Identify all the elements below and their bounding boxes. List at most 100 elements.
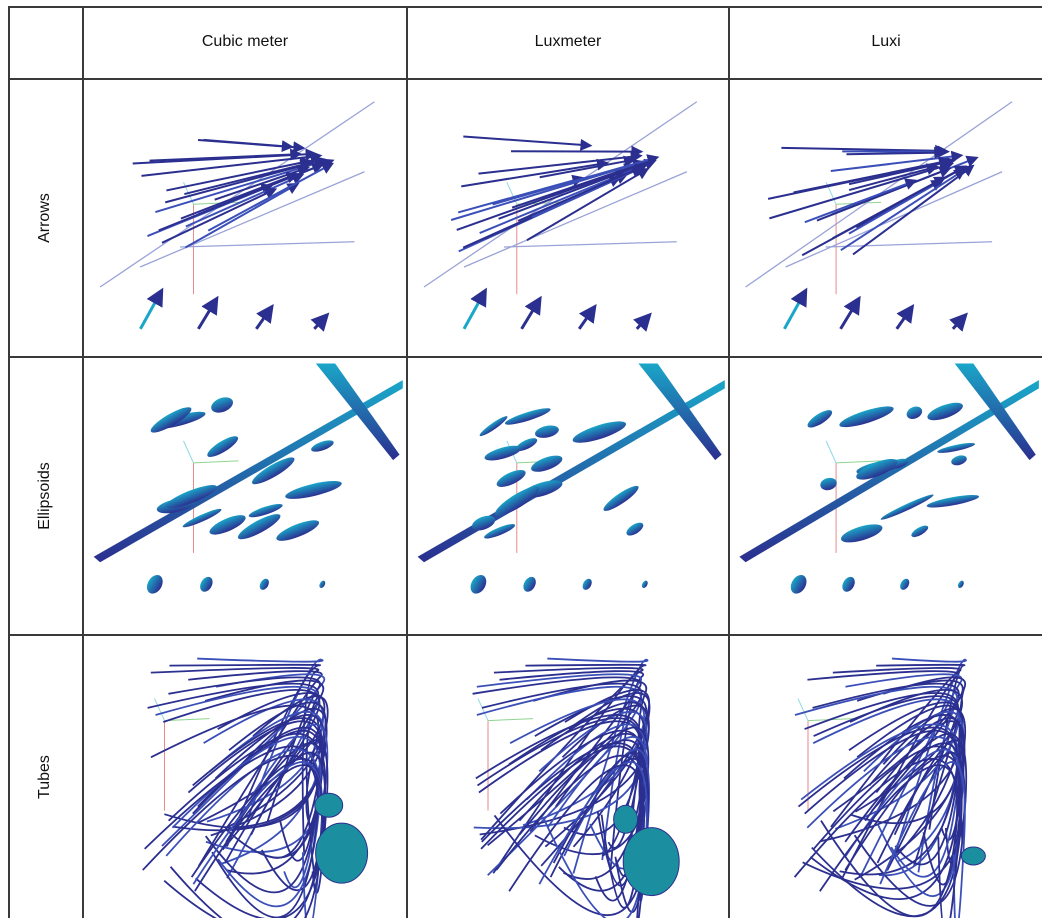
- tube-glyph: [188, 670, 323, 867]
- ellipsoid-glyph: [927, 402, 963, 421]
- tube-glyph: [960, 846, 986, 866]
- glyph-visualization: [142, 657, 369, 918]
- ellipsoid-glyph: [207, 436, 239, 457]
- ellipsoid-glyph: [951, 455, 967, 466]
- arrow-glyph: [492, 154, 660, 206]
- row-header-ellipsoids: Ellipsoids: [36, 462, 53, 530]
- tube-glyph: [492, 663, 647, 874]
- glyph-visualization: [417, 363, 725, 594]
- arrow-glyph: [801, 165, 967, 257]
- tube-glyph: [480, 745, 643, 887]
- ellipsoid-glyph: [495, 486, 540, 516]
- tube-glyph: [876, 663, 966, 830]
- axis-line: [825, 440, 837, 464]
- ellipsoid-glyph: [842, 576, 855, 592]
- arrow-glyph: [462, 287, 487, 330]
- arrow-glyph: [520, 295, 542, 330]
- arrow-glyph: [180, 241, 355, 248]
- cell-arrows-luxmeter: [408, 80, 728, 356]
- ellipsoid-glyph: [957, 580, 964, 589]
- arrow-glyph: [255, 303, 274, 330]
- arrow-glyph: [185, 173, 305, 228]
- tube-glyph: [509, 698, 645, 827]
- ellipsoid-glyph: [315, 363, 400, 461]
- ellipsoid-glyph: [150, 407, 192, 433]
- cell-tubes-cubic-meter: [84, 636, 406, 918]
- axis-line: [183, 440, 194, 464]
- ellipsoid-glyph: [484, 524, 516, 539]
- grid-line: [8, 634, 1042, 636]
- ellipsoid-glyph: [603, 485, 639, 511]
- ellipsoid-glyph: [523, 576, 536, 592]
- ellipsoid-glyph: [496, 469, 526, 487]
- ellipsoid-glyph: [484, 445, 522, 461]
- ellipsoid-glyph: [472, 515, 496, 531]
- ellipsoid-glyph: [535, 425, 559, 438]
- tube-glyph: [499, 670, 645, 873]
- tube-glyph: [622, 827, 680, 897]
- arrow-glyph: [840, 168, 967, 252]
- glyph-visualization: [423, 101, 698, 332]
- arrow-glyph: [456, 160, 648, 231]
- ellipsoid-glyph: [911, 525, 929, 538]
- tube-glyph: [830, 667, 962, 828]
- tube-glyph: [853, 751, 966, 907]
- tube-glyph: [150, 667, 320, 853]
- tube-glyph: [819, 764, 961, 918]
- ellipsoid-glyph: [515, 438, 538, 452]
- arrow-glyph: [184, 182, 300, 249]
- arrow-glyph: [99, 101, 375, 288]
- ellipsoid-glyph: [211, 397, 234, 413]
- tube-glyph: [540, 689, 651, 867]
- arrow-glyph: [852, 164, 975, 256]
- cell-tubes-luxmeter: [408, 636, 728, 918]
- ellipsoid-glyph: [319, 580, 326, 589]
- glyph-visualization: [793, 657, 986, 918]
- tube-glyph: [315, 822, 369, 884]
- ellipsoid-glyph: [479, 416, 508, 437]
- cell-arrows-cubic-meter: [84, 80, 406, 356]
- arrow-glyph: [149, 148, 303, 162]
- arrow-glyph: [139, 171, 365, 268]
- grid-line: [8, 6, 10, 918]
- row-header-arrows: Arrows: [36, 193, 53, 243]
- glyph-visualization: [739, 363, 1039, 594]
- ellipsoid-glyph: [906, 406, 923, 420]
- tube-glyph: [479, 704, 650, 836]
- column-header-cubic-meter: Cubic meter: [201, 33, 289, 50]
- ellipsoid-glyph: [146, 574, 163, 594]
- axis-line: [797, 698, 809, 721]
- ellipsoid-glyph: [252, 457, 295, 485]
- ellipsoid-glyph: [739, 380, 1039, 563]
- tube-glyph: [499, 729, 645, 880]
- tube-glyph: [226, 695, 329, 829]
- grid-line: [8, 78, 1042, 80]
- cell-tubes-luxi: [730, 636, 1042, 918]
- cell-ellipsoids-luxmeter: [408, 358, 728, 634]
- tube-glyph: [843, 714, 963, 825]
- ellipsoid-glyph: [900, 578, 910, 590]
- arrow-glyph: [895, 303, 915, 330]
- glyph-visualization: [93, 363, 403, 594]
- ellipsoid-glyph: [182, 508, 222, 528]
- ellipsoid-glyph: [937, 442, 976, 453]
- tube-glyph: [812, 698, 960, 830]
- axis-line: [193, 460, 239, 464]
- tube-glyph: [804, 692, 959, 871]
- arrow-glyph: [161, 188, 278, 244]
- grid-line: [8, 6, 1042, 8]
- tube-glyph: [142, 754, 319, 918]
- arrow-glyph: [633, 312, 652, 332]
- column-header-luxi: Luxi: [871, 33, 901, 50]
- grid-line: [8, 356, 1042, 358]
- ellipsoid-glyph: [926, 495, 980, 508]
- ellipsoid-glyph: [790, 574, 807, 594]
- ellipsoid-glyph: [856, 458, 898, 480]
- tube-glyph: [495, 754, 644, 909]
- arrow-glyph: [767, 156, 953, 200]
- arrow-glyph: [423, 101, 698, 288]
- arrow-glyph: [155, 157, 328, 214]
- axis-line: [154, 698, 165, 721]
- arrow-glyph: [769, 160, 954, 220]
- arrow-glyph: [450, 159, 645, 221]
